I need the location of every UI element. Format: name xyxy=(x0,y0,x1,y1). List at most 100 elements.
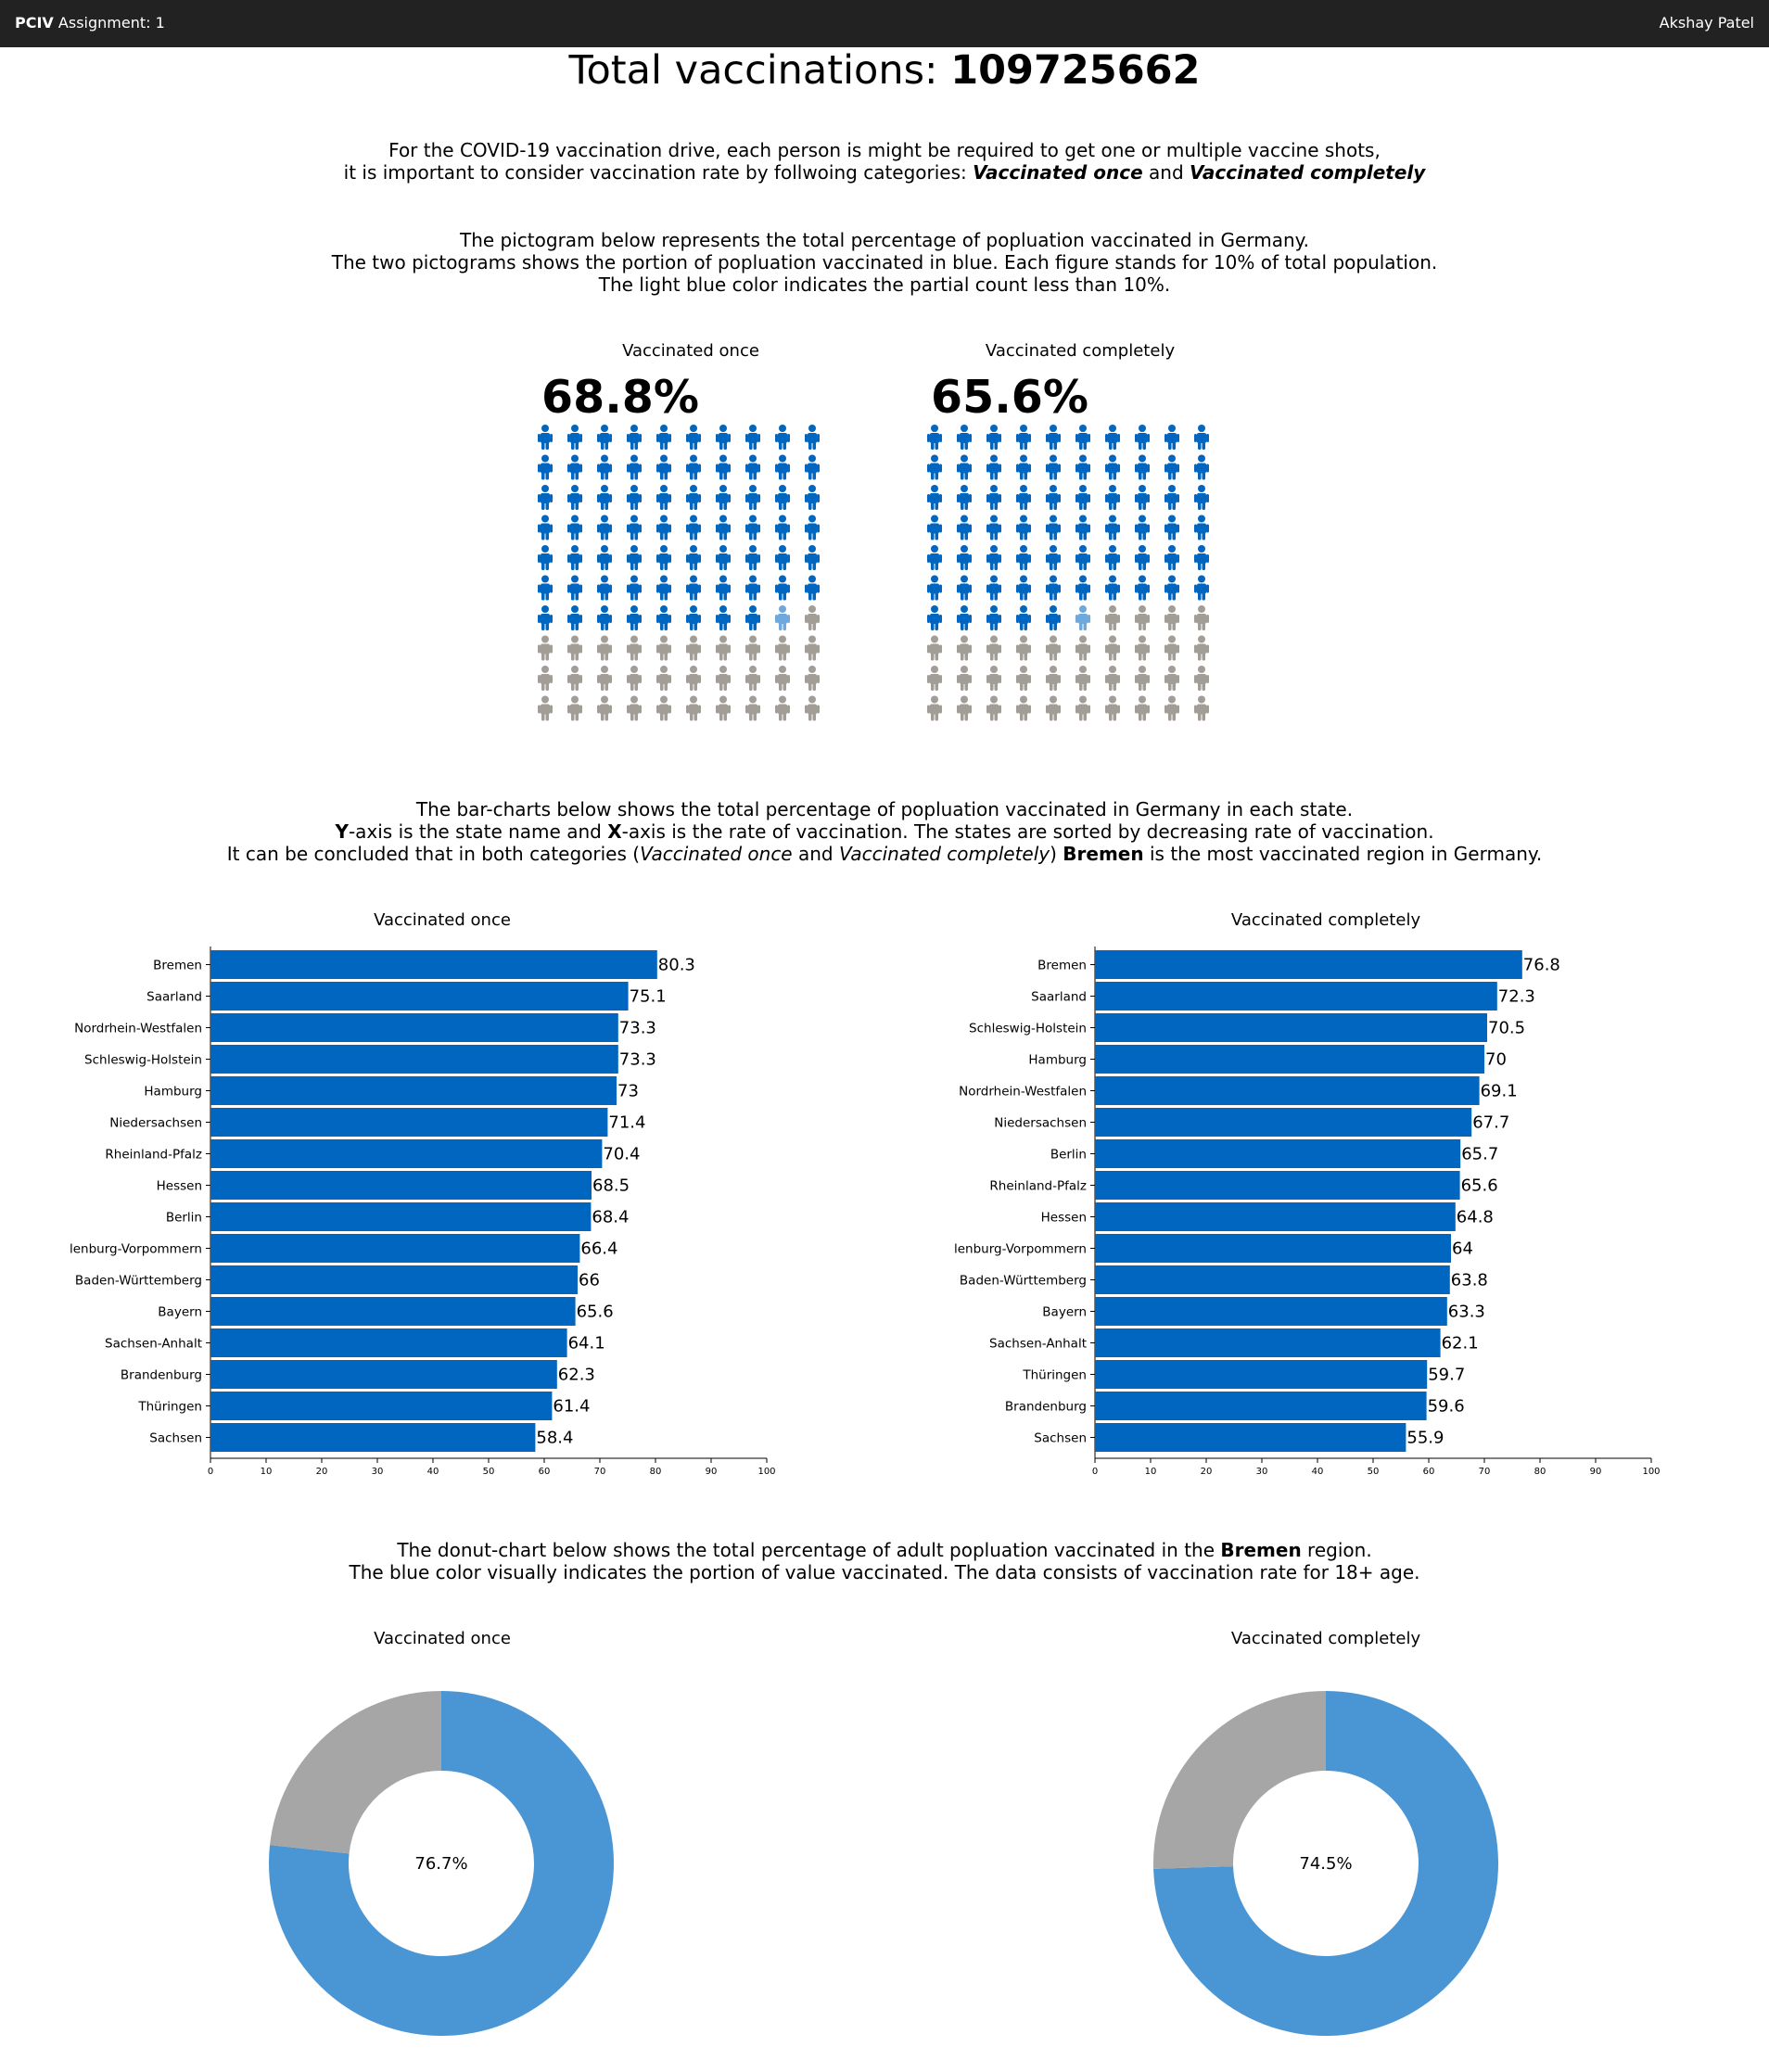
person-icon xyxy=(1075,635,1090,661)
person-icon xyxy=(538,666,553,691)
bar xyxy=(210,1171,592,1200)
bar-value-label: 71.4 xyxy=(608,1113,645,1133)
person-icon xyxy=(1164,635,1179,661)
person-icon xyxy=(686,515,701,540)
person-icon xyxy=(986,545,1001,570)
person-icon xyxy=(1194,575,1209,601)
person-icon xyxy=(1194,425,1209,450)
navbar-brand[interactable]: PCIV Assignment: 1 xyxy=(15,14,165,32)
navbar-user[interactable]: Akshay Patel xyxy=(1659,14,1754,32)
y-tick-label: Hessen xyxy=(1041,1211,1087,1226)
person-icon xyxy=(1075,545,1090,570)
barchart-once: Bremen Saarland Nordrhein-Westfalen Schlesw… xyxy=(70,947,776,1477)
person-icon xyxy=(986,454,1001,480)
person-icon xyxy=(1164,575,1179,601)
barchart-title-completely: Vaccinated completely xyxy=(1230,910,1421,930)
person-icon xyxy=(538,605,553,630)
x-tick-label: 30 xyxy=(1256,1467,1268,1477)
person-icon xyxy=(986,575,1001,601)
person-icon xyxy=(986,695,1001,721)
person-icon xyxy=(927,485,942,510)
bar-value-label: 67.7 xyxy=(1472,1113,1509,1133)
donut-slice-unvaccinated xyxy=(1153,1691,1326,1869)
person-icon xyxy=(656,605,671,630)
y-tick-label: Niedersachsen xyxy=(109,1116,202,1131)
y-tick-label: Schleswig-Holstein xyxy=(969,1022,1087,1036)
y-tick-label: Baden-Württemberg xyxy=(75,1274,202,1289)
person-icon xyxy=(538,545,553,570)
person-icon xyxy=(597,485,612,510)
bar xyxy=(210,1013,618,1042)
bar-value-label: 80.3 xyxy=(658,956,695,975)
person-icon xyxy=(567,635,582,661)
bar xyxy=(1095,1202,1456,1231)
bar-value-label: 70 xyxy=(1485,1050,1507,1070)
person-icon xyxy=(1135,485,1150,510)
y-tick-label: Berlin xyxy=(166,1211,202,1226)
pictogram-title-once: Vaccinated once xyxy=(622,341,759,361)
x-tick-label: 0 xyxy=(208,1467,213,1477)
y-tick-label: Hamburg xyxy=(144,1085,202,1100)
y-tick-label: Baden-Württemberg xyxy=(960,1274,1087,1289)
person-icon xyxy=(1016,425,1031,450)
person-icon xyxy=(927,515,942,540)
bar-value-label: 61.4 xyxy=(553,1397,590,1417)
person-icon xyxy=(927,575,942,601)
barchart-title-once: Vaccinated once xyxy=(374,910,511,930)
person-icon xyxy=(1164,485,1179,510)
total-vaccinations-value: 109725662 xyxy=(950,47,1201,94)
person-icon xyxy=(716,485,731,510)
person-icon xyxy=(716,575,731,601)
donut-center-label: 74.5% xyxy=(1299,1854,1352,1874)
person-icon xyxy=(745,515,760,540)
person-icon xyxy=(686,666,701,691)
bar xyxy=(210,950,657,979)
person-icon xyxy=(567,454,582,480)
person-icon xyxy=(1164,605,1179,630)
person-icon xyxy=(597,695,612,721)
person-icon xyxy=(627,454,642,480)
donut-slice-unvaccinated xyxy=(270,1691,441,1854)
person-icon xyxy=(775,485,790,510)
y-tick-label: Mecklenburg-Vorpommern xyxy=(922,1242,1087,1257)
y-tick-label: Schleswig-Holstein xyxy=(84,1053,202,1068)
y-tick-label: Hamburg xyxy=(1028,1053,1087,1068)
pictogram-title-completely: Vaccinated completely xyxy=(985,341,1176,361)
person-icon xyxy=(716,635,731,661)
x-tick-label: 90 xyxy=(1590,1467,1602,1477)
person-icon xyxy=(627,515,642,540)
person-icon xyxy=(567,545,582,570)
bar-value-label: 73 xyxy=(617,1082,639,1101)
person-icon xyxy=(986,635,1001,661)
person-icon xyxy=(1016,666,1031,691)
bar-value-label: 73.3 xyxy=(619,1019,656,1038)
person-icon xyxy=(597,545,612,570)
person-icon xyxy=(957,666,972,691)
person-icon xyxy=(775,575,790,601)
person-icon xyxy=(1135,635,1150,661)
person-icon xyxy=(927,605,942,630)
person-icon xyxy=(1105,485,1120,510)
bar-value-label: 66 xyxy=(579,1271,600,1290)
person-icon xyxy=(627,635,642,661)
bar xyxy=(1095,1328,1441,1357)
donut-once: 76.7% xyxy=(269,1691,614,2036)
person-icon xyxy=(775,666,790,691)
person-icon xyxy=(1105,425,1120,450)
person-icon xyxy=(686,545,701,570)
person-icon xyxy=(805,666,820,691)
person-icon xyxy=(627,485,642,510)
person-icon xyxy=(686,605,701,630)
y-tick-label: Saarland xyxy=(146,990,202,1005)
person-icon xyxy=(745,635,760,661)
donut-title-once: Vaccinated once xyxy=(374,1629,511,1648)
person-icon xyxy=(627,695,642,721)
person-icon xyxy=(745,695,760,721)
bar-value-label: 70.5 xyxy=(1488,1019,1525,1038)
person-icon xyxy=(1046,575,1061,601)
person-icon xyxy=(1105,695,1120,721)
person-icon xyxy=(1046,425,1061,450)
bar xyxy=(210,1202,592,1231)
person-icon xyxy=(745,666,760,691)
person-icon xyxy=(1135,515,1150,540)
